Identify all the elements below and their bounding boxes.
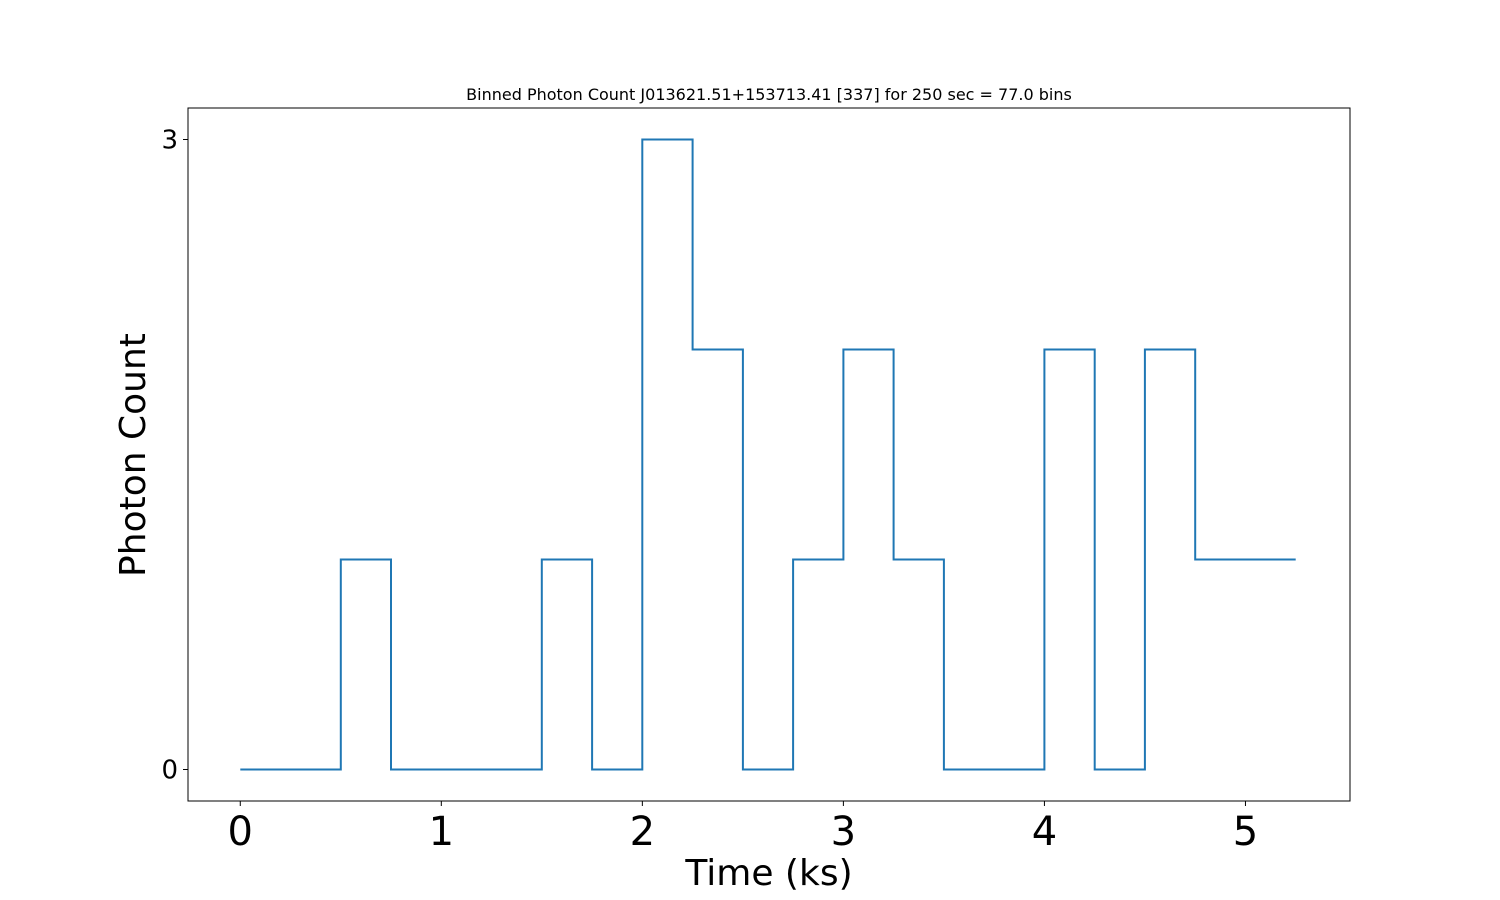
x-tick-label: 3 xyxy=(831,809,856,855)
x-tick-label: 0 xyxy=(228,809,253,855)
x-axis-label: Time (ks) xyxy=(684,853,852,894)
y-tick-label: 3 xyxy=(161,126,178,156)
x-axis-ticks: 0 1 2 3 4 5 xyxy=(228,801,1258,855)
chart-title: Binned Photon Count J013621.51+153713.41… xyxy=(466,85,1072,104)
x-tick-label: 4 xyxy=(1032,809,1057,855)
x-tick-label: 1 xyxy=(429,809,454,855)
series-line-0 xyxy=(240,138,1296,771)
series-layer xyxy=(240,138,1296,771)
y-axis-ticks: 03 xyxy=(161,126,188,786)
x-tick-label: 2 xyxy=(630,809,655,855)
x-tick-label: 5 xyxy=(1233,809,1258,855)
plot-area xyxy=(187,107,1351,802)
y-tick-label: 0 xyxy=(161,756,178,786)
y-axis-label: Photon Count xyxy=(113,333,154,577)
